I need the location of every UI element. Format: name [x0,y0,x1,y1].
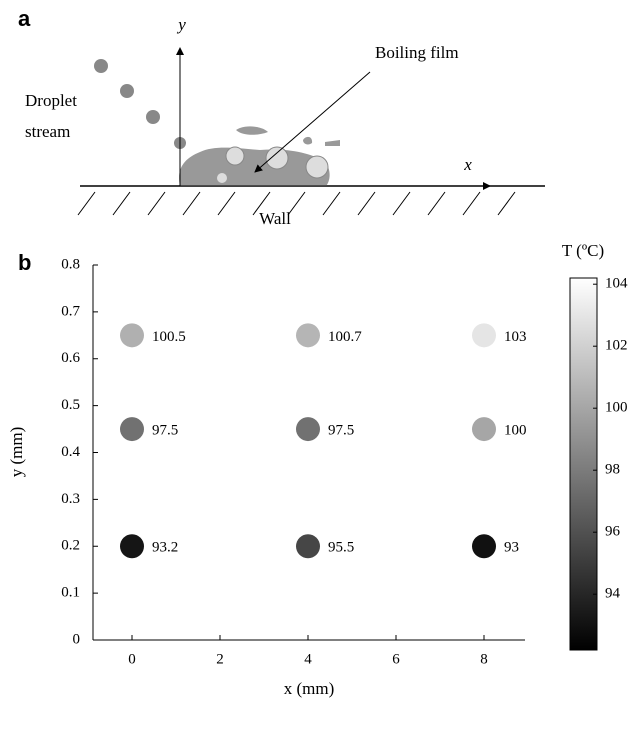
point [472,323,496,348]
plot-area [93,265,525,640]
y-tick-label: 0.7 [61,303,80,319]
colorbar-tick-label: 100 [605,400,628,416]
y-axis-title: y (mm) [7,427,26,478]
point [472,534,496,559]
bubble [265,146,289,170]
bubble [305,155,329,179]
x-axis-title: x (mm) [284,679,335,698]
point [472,417,496,442]
x-tick-label: 0 [128,651,136,667]
panel-label: a [18,6,31,31]
film-arrow [254,71,371,173]
x-tick-label: 6 [392,651,400,667]
hatch [77,191,516,216]
point [296,323,320,348]
droplet-label: Droplet [25,91,77,110]
colorbar-title: T (ºC) [562,241,604,260]
value-label: 103 [504,329,527,345]
colorbar-tick-label: 94 [605,586,621,602]
droplet [146,110,160,124]
droplet [94,59,108,73]
value-label: 100.7 [328,329,362,345]
value-label: 95.5 [328,540,354,556]
x-tick-label: 2 [216,651,224,667]
bubble [225,146,245,166]
point [296,534,320,559]
film-label: Boiling film [375,43,459,62]
value-label: 100.5 [152,329,186,345]
y-tick-label: 0.8 [61,256,80,272]
y-tick-label: 0.5 [61,397,80,413]
x-tick-label: 4 [304,651,312,667]
point [120,534,144,559]
y-tick-label: 0.2 [61,538,80,554]
value-label: 93.2 [152,540,178,556]
value-label: 97.5 [328,423,354,439]
value-label: 93 [504,540,519,556]
y-label: y [176,15,186,34]
value-label: 97.5 [152,423,178,439]
colorbar [569,277,598,651]
x-label: x [463,155,472,174]
colorbar-tick-label: 96 [605,524,621,540]
diagram: a y x Droplet stream Boiling film Wall [18,6,545,228]
point [120,417,144,442]
y-tick-label: 0.6 [61,350,80,366]
colorbar-tick-label: 98 [605,462,620,478]
bubble [217,173,227,183]
value-label: 100 [504,423,527,439]
colorbar-tick-label: 102 [605,338,628,354]
y-tick-label: 0 [73,631,81,647]
x-tick-label: 8 [480,651,488,667]
droplet-label: stream [25,122,70,141]
point [296,417,320,442]
y-tick-label: 0.1 [61,585,80,601]
point [120,323,144,348]
wall-label: Wall [259,209,291,228]
y-tick-label: 0.3 [61,491,80,507]
droplet [120,84,134,98]
splash [236,126,340,146]
panel-label: b [18,250,31,275]
y-tick-label: 0.4 [61,444,80,460]
colorbar-tick-label: 104 [605,276,628,292]
